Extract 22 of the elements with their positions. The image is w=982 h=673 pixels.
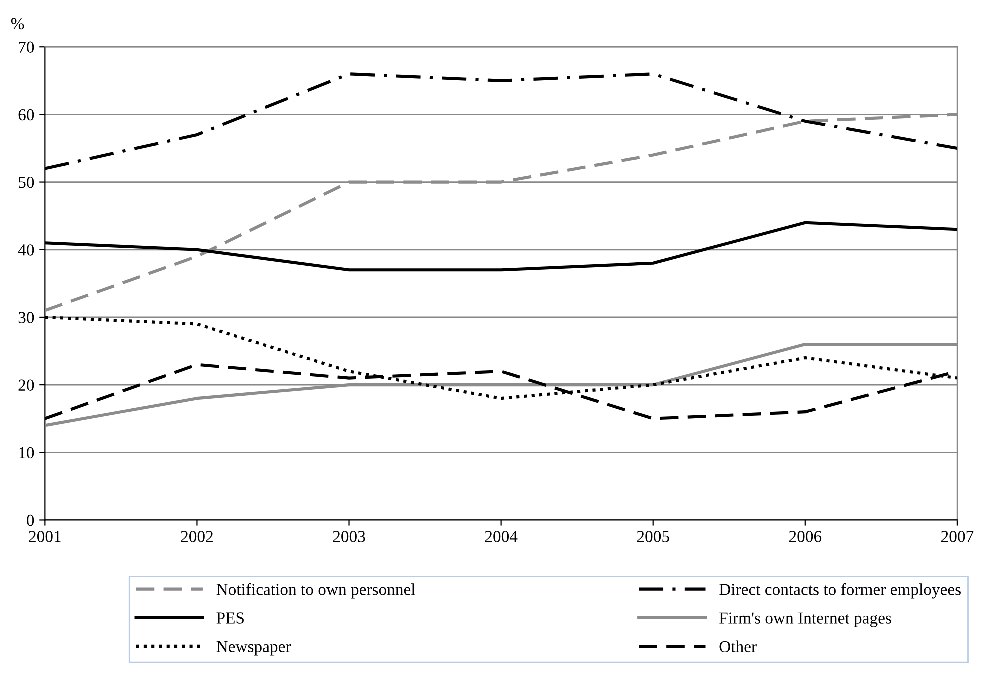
legend-label: Firm's own Internet pages xyxy=(720,612,892,628)
y-tick-label: 0 xyxy=(27,514,34,526)
legend-label: Direct contacts to former employees xyxy=(720,583,961,599)
legend-label: PES xyxy=(216,612,244,624)
legend-label: Notification to own personnel xyxy=(216,583,416,599)
y-tick-label: 10 xyxy=(20,447,34,459)
x-tick-label: 2005 xyxy=(637,531,670,542)
x-tick-label: 2006 xyxy=(789,531,822,542)
y-tick-label: 70 xyxy=(19,42,34,54)
x-tick-label: 2004 xyxy=(485,531,518,542)
y-tick-label: 50 xyxy=(19,176,34,188)
y-tick-label: 30 xyxy=(18,312,34,324)
legend-label: Newspaper xyxy=(216,641,292,656)
y-tick-label: 40 xyxy=(18,244,34,256)
x-tick-label: 2007 xyxy=(942,531,974,542)
y-axis-title: % xyxy=(11,18,24,30)
legend-label: Other xyxy=(720,640,757,653)
x-tick-label: 2002 xyxy=(181,531,213,542)
x-tick-label: 2001 xyxy=(29,531,61,542)
y-tick-label: 60 xyxy=(18,109,34,121)
y-tick-label: 20 xyxy=(18,380,34,391)
x-tick-label: 2003 xyxy=(333,531,366,542)
